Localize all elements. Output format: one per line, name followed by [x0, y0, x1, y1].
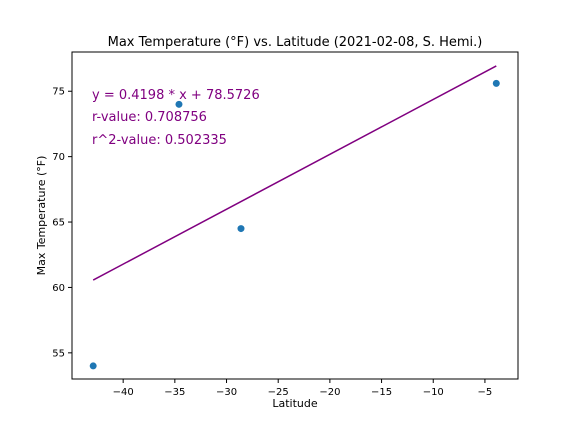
r-squared-label: r^2-value: 0.502335	[92, 133, 227, 148]
x-tick-label: −40	[113, 387, 134, 398]
x-tick-label: −15	[371, 387, 392, 398]
points-layer	[89, 79, 500, 370]
regression-layer	[92, 65, 497, 281]
x-tick-label: −10	[423, 387, 444, 398]
x-tick-label: −35	[164, 387, 185, 398]
y-tick-label: 55	[52, 348, 65, 359]
r-value-label: r-value: 0.708756	[92, 110, 207, 125]
y-tick-label: 60	[52, 283, 65, 294]
y-tick-label: 70	[52, 152, 65, 163]
regression-equation: y = 0.4198 * x + 78.5726	[92, 88, 260, 103]
data-point	[237, 225, 245, 233]
y-axis-label: Max Temperature (°F)	[35, 156, 48, 276]
chart-title: Max Temperature (°F) vs. Latitude (2021-…	[108, 35, 483, 50]
data-point	[175, 100, 183, 108]
data-point	[89, 362, 97, 370]
x-tick-label: −5	[478, 387, 493, 398]
y-tick-label: 75	[52, 87, 65, 98]
x-axis-label: Latitude	[272, 397, 318, 410]
x-tick-label: −20	[319, 387, 340, 398]
y-tick-label: 65	[52, 218, 65, 229]
x-tick-label: −30	[216, 387, 237, 398]
plot-area	[71, 51, 519, 380]
y-axis: 55 60 65 70 75	[52, 87, 72, 359]
data-point	[492, 79, 500, 87]
x-axis: −40 −35 −30 −25 −20 −15 −10 −5	[113, 379, 493, 398]
regression-annotations: y = 0.4198 * x + 78.5726 r-value: 0.7087…	[92, 88, 260, 148]
axes-frame	[71, 51, 519, 380]
regression-line	[92, 65, 497, 281]
x-tick-label: −25	[268, 387, 289, 398]
